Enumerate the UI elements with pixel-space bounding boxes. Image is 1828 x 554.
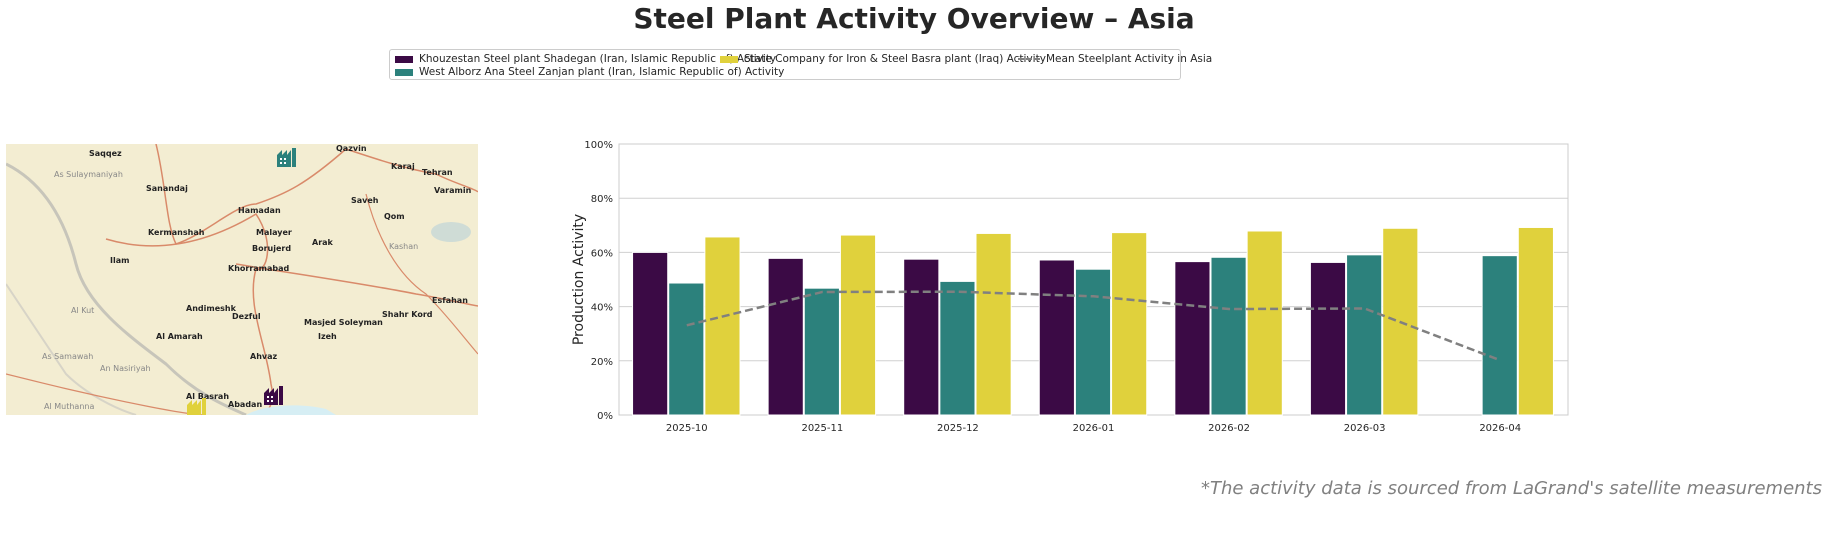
bar-chart: 0% 20% 40% 60% 80% 100% Production Activity 202… [571,140,1569,434]
x-tick-label: 2025-12 [937,423,979,434]
map-city-label: Al Kut [71,306,95,315]
legend-swatch [395,55,413,63]
factory-icon[interactable] [277,146,299,168]
map-city-label: As Samawah [42,352,94,361]
map-city-label: Ilam [110,256,130,265]
map-city-label: Masjed Soleyman [304,318,383,327]
map-city-label: Shahr Kord [382,310,433,319]
map-city-label: As Sulaymaniyah [54,170,123,179]
legend-swatch [395,68,413,76]
bar-2026-02-series-2 [1246,230,1283,416]
legend-label: West Alborz Ana Steel Zanjan plant (Iran… [419,66,785,78]
legend-label: State Company for Iron & Steel Basra pla… [744,53,1046,65]
bar-2026-02-series-1 [1210,256,1247,416]
map-city-label: Borujerd [252,244,292,253]
map-city-label: Khorramabad [228,264,290,273]
bar-2026-01-series-1 [1074,268,1112,416]
legend-label: Mean Steelplant Activity in Asia [1046,53,1213,65]
map-city-label: Andimeshk [186,304,236,313]
bar-2025-12-series-2 [975,232,1012,416]
legend-label: Khouzestan Steel plant Shadegan (Iran, I… [419,53,777,65]
bar-2025-10-series-1 [668,282,705,416]
legend-item-mean: Mean Steelplant Activity in Asia [1018,53,1212,65]
map-city-label: Izeh [318,332,337,341]
map-city-label: Al Basrah [186,392,230,401]
bar-2026-01-series-2 [1111,232,1148,416]
map-city-label: Esfahan [432,296,468,305]
map-city-label: Ahvaz [250,352,278,361]
map-city-label: Al Amarah [156,332,203,341]
bar-2025-10-series-0 [632,251,669,416]
map-city-label: Sanandaj [146,184,188,193]
plant-location-map[interactable]: Saqqez Qazvin Karaj Tehran Varamin As Sulayma… [6,144,478,415]
map-city-label: Al Muthanna [44,402,95,411]
y-tick-label: 100% [584,140,613,151]
bar-2026-04-series-2 [1517,226,1554,416]
page-title: Steel Plant Activity Overview – Asia [633,2,1195,35]
map-city-label: An Nasiriyah [100,364,151,373]
map-city-label: Qazvin [336,144,367,153]
bar-2026-03-series-0 [1309,261,1347,416]
bar-2026-01-series-0 [1038,259,1075,416]
bar-2025-10-series-2 [704,236,741,416]
x-tick-label: 2026-02 [1208,423,1250,434]
map-city-label: Hamadan [238,206,281,215]
factory-icon[interactable] [187,396,209,415]
map-city-label: Saveh [351,196,379,205]
bar-2026-02-series-0 [1174,261,1211,416]
legend-item-basra: State Company for Iron & Steel Basra pla… [720,53,1046,65]
map-city-label: Malayer [256,228,292,237]
x-tick-label: 2026-04 [1479,423,1521,434]
bar-2025-12-series-0 [903,258,940,416]
x-tick-label: 2025-11 [801,423,843,434]
map-city-label: Qom [384,212,405,221]
chart-legend: Khouzestan Steel plant Shadegan (Iran, I… [389,49,1212,80]
map-city-label: Kashan [389,242,419,251]
map-city-label: Abadan [228,400,263,409]
map-city-label: Saqqez [89,149,122,158]
x-tick-label: 2026-01 [1073,423,1115,434]
bar-2025-11-series-2 [839,234,877,416]
bar-2025-11-series-1 [803,287,840,416]
mean-activity-line [686,290,1501,362]
map-city-label: Tehran [422,168,453,177]
y-tick-label: 0% [597,411,613,422]
legend-item-west-alborz: West Alborz Ana Steel Zanjan plant (Iran… [395,66,784,78]
map-city-label: Varamin [434,186,472,195]
y-tick-label: 40% [591,303,613,314]
bar-2026-04-series-1 [1481,255,1518,416]
factory-icon[interactable] [264,384,286,406]
bar-2026-03-series-1 [1346,254,1383,416]
y-tick-label: 80% [591,194,613,205]
bar-2025-11-series-0 [767,257,804,416]
x-tick-label: 2026-03 [1344,423,1386,434]
legend-swatch [720,55,738,63]
x-tick-label: 2025-10 [666,423,708,434]
y-axis-label: Production Activity [571,214,587,345]
map-base [6,144,478,415]
y-tick-label: 20% [591,357,613,368]
bar-2025-12-series-1 [939,280,976,416]
legend-item-khouzestan: Khouzestan Steel plant Shadegan (Iran, I… [395,53,776,65]
footnote: *The activity data is sourced from LaGra… [1200,478,1822,499]
map-city-label: Arak [312,238,333,247]
legend-dash [1018,58,1040,60]
map-city-label: Kermanshah [148,228,205,237]
y-tick-label: 60% [591,248,613,259]
map-city-label: Karaj [391,162,415,171]
map-city-label: Dezful [232,312,261,321]
